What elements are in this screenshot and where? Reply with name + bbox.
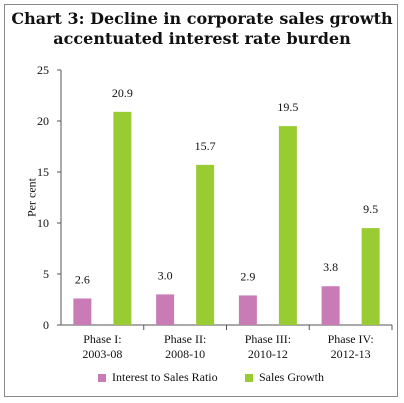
interest-bar — [73, 298, 92, 325]
sales-bar-label: 20.9 — [112, 86, 133, 100]
sales-bar — [196, 164, 215, 325]
interest-bar — [156, 294, 175, 325]
interest-bar-label: 3.0 — [158, 268, 173, 282]
sales-bar-label: 15.7 — [195, 139, 216, 153]
y-tick-label: 15 — [37, 165, 49, 179]
x-tick-label-line2: 2012-13 — [331, 347, 371, 361]
y-tick-label: 0 — [43, 318, 49, 332]
y-tick-label: 10 — [37, 216, 49, 230]
chart-title-line-2: accentuated interest rate burden — [53, 29, 351, 48]
interest-bar — [238, 295, 257, 325]
legend-item-interest: Interest to Sales Ratio — [98, 370, 218, 385]
interest-bar-label: 3.8 — [323, 260, 338, 274]
y-tick-label: 20 — [37, 114, 49, 128]
sales-bar — [361, 228, 380, 325]
sales-bar — [278, 126, 297, 325]
legend-label-interest: Interest to Sales Ratio — [112, 370, 218, 384]
sales-bar — [113, 111, 132, 325]
x-tick-label-line2: 2003-08 — [82, 347, 122, 361]
sales-bar-label: 19.5 — [277, 100, 298, 114]
legend-item-sales: Sales Growth — [245, 370, 324, 385]
x-tick-label-line1: Phase I: — [83, 332, 121, 346]
y-tick-label: 5 — [43, 267, 49, 281]
x-tick-label-line1: Phase IV: — [328, 332, 374, 346]
x-tick-label-line2: 2008-10 — [165, 347, 205, 361]
interest-bar — [321, 286, 340, 325]
x-tick-label-line1: Phase II: — [164, 332, 206, 346]
chart-title-line-1: Chart 3: Decline in corporate sales grow… — [11, 9, 393, 28]
legend-swatch-sales — [245, 373, 253, 382]
legend-label-sales: Sales Growth — [259, 370, 324, 384]
x-tick-label-line1: Phase III: — [245, 332, 291, 346]
sales-bar-label: 9.5 — [363, 202, 378, 216]
interest-bar-label: 2.9 — [240, 269, 255, 283]
interest-bar-label: 2.6 — [75, 272, 90, 286]
x-tick-label-line2: 2010-12 — [248, 347, 288, 361]
legend-swatch-interest — [98, 373, 106, 382]
y-tick-label: 25 — [37, 63, 49, 77]
legend: Interest to Sales Ratio Sales Growth — [0, 370, 404, 386]
